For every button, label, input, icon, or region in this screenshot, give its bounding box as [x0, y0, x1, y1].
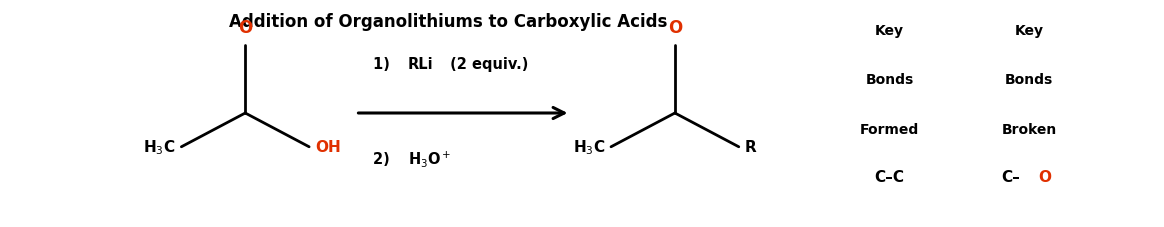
- Text: OH: OH: [315, 140, 341, 155]
- Text: O: O: [668, 19, 682, 37]
- Text: Key: Key: [875, 24, 904, 38]
- Text: 1): 1): [372, 57, 400, 72]
- Text: C–C: C–C: [874, 169, 904, 184]
- Text: RLi: RLi: [407, 57, 433, 72]
- Text: Addition of Organolithiums to Carboxylic Acids: Addition of Organolithiums to Carboxylic…: [229, 12, 668, 30]
- Text: Formed: Formed: [860, 123, 920, 136]
- Text: C–: C–: [1001, 169, 1020, 184]
- Text: Broken: Broken: [1001, 123, 1057, 136]
- Text: O: O: [1038, 169, 1051, 184]
- Text: O: O: [239, 19, 253, 37]
- Text: Key: Key: [1015, 24, 1044, 38]
- Text: R: R: [745, 140, 757, 155]
- Text: (2 equiv.): (2 equiv.): [445, 57, 528, 72]
- Text: H$_3$C: H$_3$C: [573, 138, 605, 156]
- Text: 2): 2): [372, 151, 400, 166]
- Text: H$_3$C: H$_3$C: [143, 138, 176, 156]
- Text: Bonds: Bonds: [866, 73, 914, 87]
- Text: H$_3$O$^+$: H$_3$O$^+$: [407, 148, 452, 168]
- Text: Bonds: Bonds: [1005, 73, 1053, 87]
